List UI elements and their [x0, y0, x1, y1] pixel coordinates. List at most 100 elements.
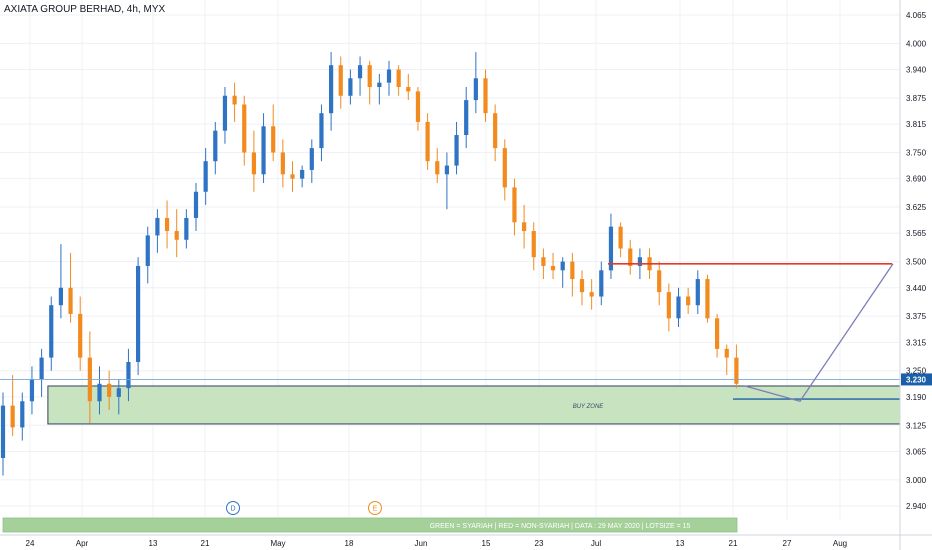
x-tick-label: 24	[26, 539, 35, 548]
candle-body	[309, 148, 314, 170]
y-tick-label: 4.065	[906, 11, 927, 20]
candle-body	[193, 191, 199, 218]
candle-body	[734, 357, 739, 384]
candle-body	[406, 87, 411, 92]
candle-body	[357, 65, 363, 79]
y-tick-label: 3.940	[906, 66, 927, 75]
candle-body	[58, 287, 63, 306]
buy-zone-group: BUY ZONE	[47, 385, 901, 425]
candle-body	[686, 296, 691, 306]
x-tick-label: 13	[676, 539, 685, 548]
x-tick-label: 15	[482, 539, 491, 548]
candle-body	[49, 305, 54, 358]
x-tick-label: 23	[535, 539, 544, 548]
x-tick-label: 13	[149, 539, 158, 548]
buy-zone-label: BUY ZONE	[573, 404, 605, 410]
candle-body	[213, 130, 218, 162]
candle-body	[319, 113, 324, 149]
candle-body	[155, 217, 160, 236]
candle-body	[78, 313, 83, 358]
candle-body	[107, 383, 112, 397]
x-tick-label: 21	[729, 539, 738, 548]
candle-body	[512, 187, 517, 223]
candle-body	[522, 222, 527, 232]
y-tick-label: 3.815	[906, 120, 927, 129]
candle-body	[348, 78, 353, 96]
candle-body	[338, 65, 343, 96]
y-tick-label: 3.440	[906, 284, 927, 293]
candle-body	[666, 292, 671, 319]
candle-body	[251, 152, 256, 175]
y-tick-label: 3.315	[906, 338, 927, 347]
candle-body	[599, 270, 604, 297]
x-tick-label: Apr	[76, 539, 89, 548]
candle-body	[464, 100, 469, 136]
candle-body	[589, 292, 594, 297]
x-tick-label: Aug	[833, 539, 847, 548]
candle-body	[531, 231, 536, 258]
y-tick-label: 3.190	[906, 393, 927, 402]
y-tick-label: 2.940	[906, 502, 927, 511]
candle-body	[444, 165, 449, 175]
candlestick-series	[0, 52, 739, 476]
candle-body	[271, 126, 276, 153]
x-tick-label: 27	[783, 539, 792, 548]
candle-body	[608, 226, 614, 271]
candle-body	[136, 265, 141, 362]
candle-body	[541, 257, 546, 266]
y-tick-label: 3.065	[906, 447, 927, 456]
candle-body	[579, 279, 585, 293]
current-price-label: 3.230	[906, 375, 927, 384]
candle-body	[68, 287, 73, 314]
candle-body	[386, 69, 392, 83]
candle-body	[300, 169, 305, 179]
candle-body	[657, 270, 662, 293]
candle-body	[637, 257, 642, 266]
candle-body	[705, 279, 710, 319]
candle-body	[126, 361, 131, 389]
y-tick-label: 3.000	[906, 476, 927, 485]
candle-body	[164, 217, 170, 232]
candle-body	[222, 95, 228, 131]
candle-body	[396, 69, 401, 88]
x-tick-label: 18	[345, 539, 354, 548]
candle-body	[29, 379, 35, 402]
y-tick-label: 3.250	[906, 367, 927, 376]
chart-title: AXIATA GROUP BERHAD, 4h, MYX	[4, 4, 165, 15]
y-tick-label: 3.125	[906, 421, 927, 430]
candle-body	[560, 261, 565, 271]
candle-body	[473, 78, 478, 101]
candle-body	[39, 357, 44, 380]
info-banner-label: GREEN = SYARIAH | RED = NON-SYARIAH | DA…	[430, 523, 691, 530]
candle-body	[174, 231, 179, 240]
candle-body	[493, 113, 498, 149]
candle-body	[280, 152, 285, 175]
candle-body	[676, 296, 681, 319]
candle-body	[290, 174, 295, 179]
candle-body	[425, 121, 430, 162]
drawing-tools: D E GREEN = SYARIAH | RED = NON-SYARIAH | …	[0, 262, 900, 533]
candle-body	[261, 126, 266, 175]
grid-lines	[0, 0, 900, 520]
current-price-tag	[901, 373, 932, 386]
candle-body	[145, 235, 150, 266]
event-marker	[368, 501, 382, 515]
candle-body	[203, 161, 208, 192]
x-tick-label: 21	[201, 539, 210, 548]
candle-body	[10, 405, 15, 428]
candle-body	[454, 135, 459, 166]
y-tick-label: 3.375	[906, 312, 927, 321]
candle-body	[502, 148, 507, 188]
candle-body	[435, 161, 440, 175]
candle-body	[550, 265, 556, 271]
event-marker	[226, 501, 240, 515]
candle-body	[232, 95, 237, 105]
candle-body	[116, 388, 121, 397]
candle-body	[695, 279, 700, 306]
y-tick-label: 3.750	[906, 148, 927, 157]
candle-body	[367, 65, 372, 88]
info-banner	[2, 517, 738, 533]
candle-body	[377, 82, 382, 88]
